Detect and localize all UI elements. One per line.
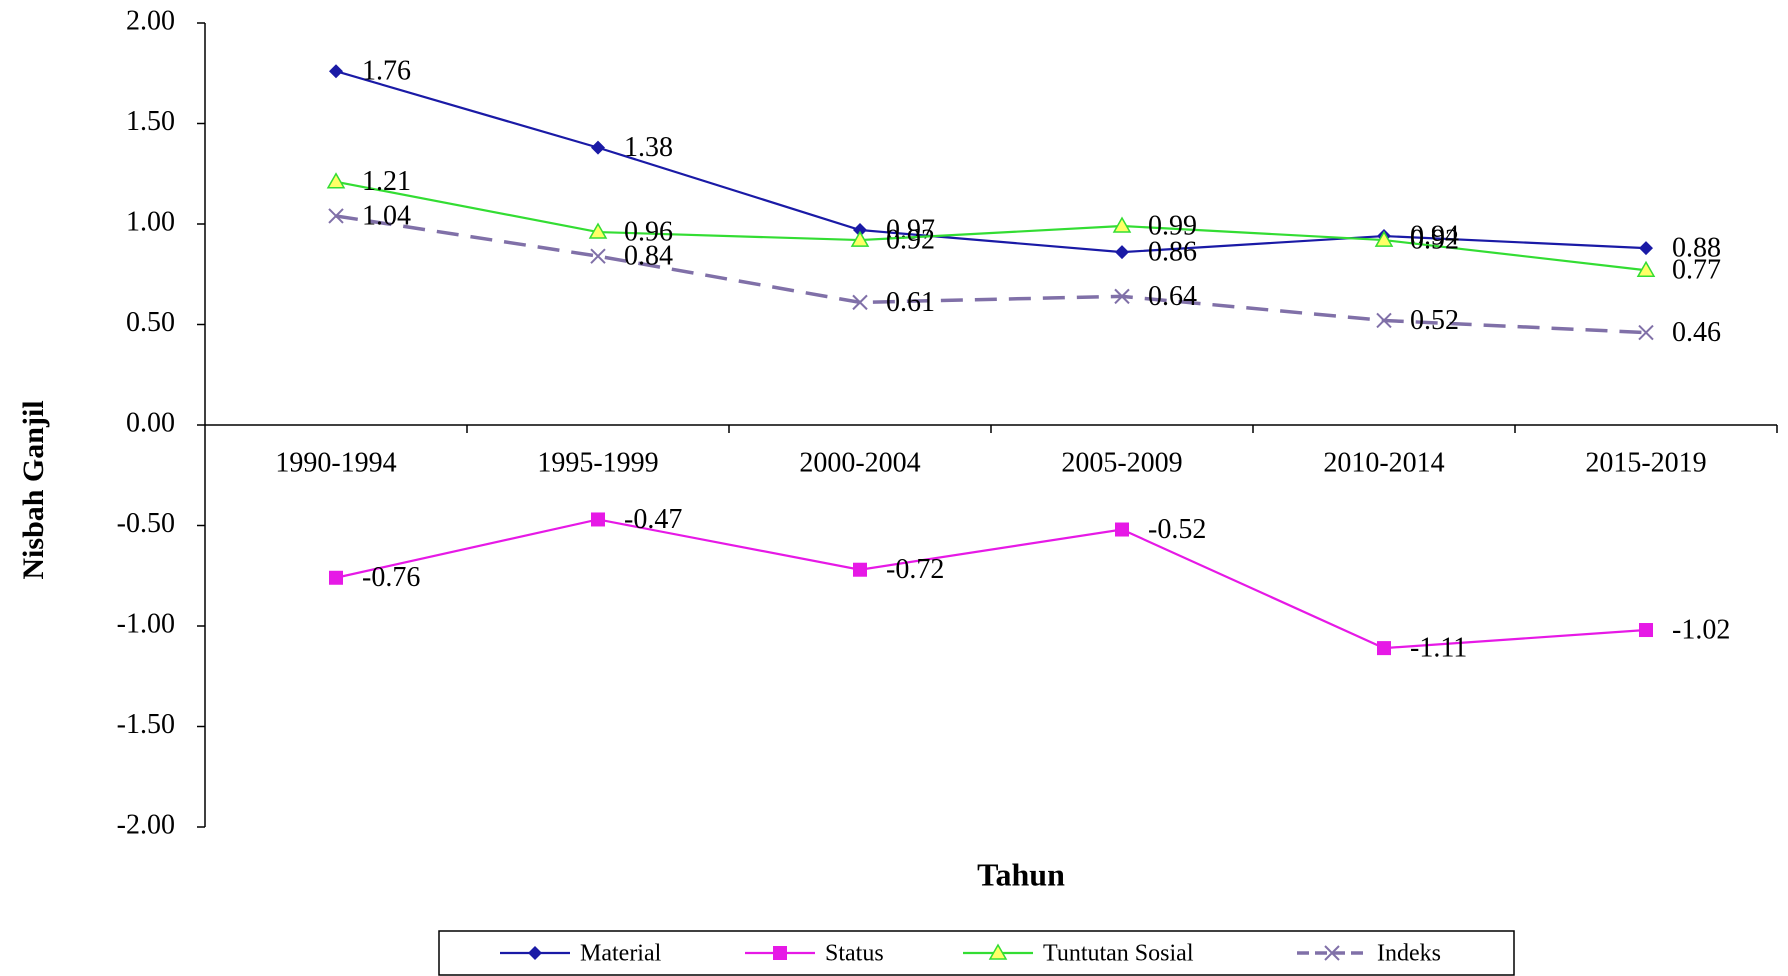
series: -0.76 -0.47 -0.72 -0.52 -1.11 -1.02 <box>329 504 1730 664</box>
data-label: -1.02 <box>1672 614 1730 645</box>
y-tick-label: -1.00 <box>117 608 175 639</box>
marker <box>988 943 1008 960</box>
data-label: 0.92 <box>886 225 935 256</box>
data-label: 0.86 <box>1148 237 1197 268</box>
data-label: 1.21 <box>362 166 411 197</box>
y-axis-title: Nisbah Ganjil <box>17 400 50 579</box>
series: 1.761.380.970.860.94 0.88 <box>329 56 1721 268</box>
marker <box>591 140 605 155</box>
marker <box>1324 945 1340 961</box>
marker <box>1115 245 1129 260</box>
legend-label: Indeks <box>1377 941 1441 967</box>
data-label: 1.38 <box>624 132 673 163</box>
y-tick-label: 0.00 <box>126 407 175 438</box>
data-label: 0.77 <box>1672 255 1721 286</box>
x-axis-title: Tahun <box>977 856 1065 892</box>
data-label: 1.04 <box>362 200 411 231</box>
series: 1.21 0.96 0.92 0.99 0.92 0.77 <box>326 166 1721 286</box>
legend-label: Status <box>825 941 884 967</box>
marker <box>328 208 344 224</box>
y-tick-label: 0.50 <box>126 307 175 338</box>
marker <box>590 248 606 264</box>
marker <box>853 223 867 238</box>
marker <box>1115 522 1129 537</box>
y-tick-label: 1.50 <box>126 106 175 137</box>
legend-label: Tuntutan Sosial <box>1043 941 1194 967</box>
data-label: 0.61 <box>886 287 935 318</box>
data-label: 0.97 <box>886 214 935 245</box>
y-tick-label: -0.50 <box>117 508 175 539</box>
data-label: 1.76 <box>362 56 411 87</box>
x-tick-label: 2005-2009 <box>1061 447 1182 478</box>
marker <box>591 512 605 527</box>
data-label: -0.76 <box>362 562 420 593</box>
y-tick-label: 1.00 <box>126 206 175 237</box>
x-tick-label: 2000-2004 <box>799 447 920 478</box>
x-tick-label: 1990-1994 <box>275 447 396 478</box>
marker <box>1636 260 1656 277</box>
x-tick-label: 2010-2014 <box>1323 447 1444 478</box>
marker <box>853 562 867 577</box>
data-label: -0.52 <box>1148 514 1206 545</box>
marker <box>1112 216 1132 233</box>
data-label: 0.92 <box>1410 225 1459 256</box>
marker <box>329 570 343 585</box>
marker <box>1114 288 1130 305</box>
data-label: 0.84 <box>624 241 673 272</box>
marker <box>773 946 787 960</box>
data-label: 0.96 <box>624 216 673 247</box>
marker <box>329 64 343 79</box>
marker <box>1377 641 1391 656</box>
marker <box>1374 230 1394 247</box>
y-tick-label: -1.50 <box>117 709 175 740</box>
marker <box>588 222 608 239</box>
marker <box>326 172 346 189</box>
marker <box>1376 312 1392 329</box>
data-label: 0.46 <box>1672 317 1721 348</box>
data-label: 0.64 <box>1148 281 1197 312</box>
line <box>335 70 1647 254</box>
line <box>335 518 1647 650</box>
data-label: 0.52 <box>1410 305 1459 336</box>
data-label: -1.11 <box>1410 633 1467 664</box>
line <box>335 214 1647 335</box>
marker <box>1639 623 1653 638</box>
data-label: 0.88 <box>1672 233 1721 264</box>
x-tick-label: 2015-2019 <box>1585 447 1706 478</box>
data-label: -0.72 <box>886 554 944 585</box>
y-tick-label: 2.00 <box>126 5 175 36</box>
marker <box>528 946 542 960</box>
marker <box>1639 241 1653 256</box>
data-label: 0.99 <box>1148 210 1197 241</box>
marker <box>850 230 870 247</box>
marker <box>1638 324 1654 341</box>
legend-label: Material <box>580 941 662 967</box>
marker <box>852 294 868 311</box>
y-tick-label: -2.00 <box>117 809 175 840</box>
x-tick-label: 1995-1999 <box>537 447 658 478</box>
data-label: -0.47 <box>624 504 682 535</box>
series: 1.04 0.84 0.61 0.64 0.52 0.46 <box>328 200 1721 348</box>
line <box>335 180 1647 272</box>
